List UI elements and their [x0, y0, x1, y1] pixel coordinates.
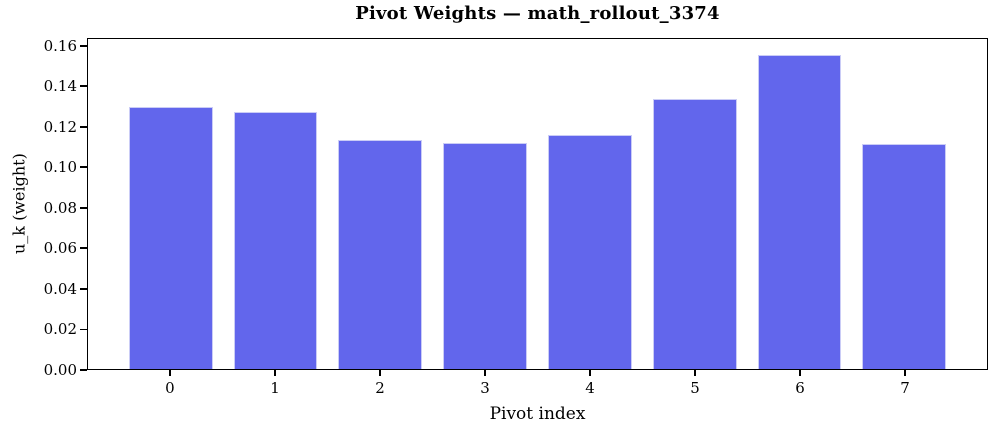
y-tick-label: 0.12	[43, 117, 77, 136]
chart-title: Pivot Weights — math_rollout_3374	[355, 3, 720, 24]
y-tick-label: 0.02	[43, 320, 77, 339]
y-tick-label: 0.06	[43, 239, 77, 258]
x-tick-mark	[904, 370, 906, 376]
x-tick-label: 3	[480, 379, 490, 397]
plot-area	[87, 38, 988, 370]
y-tick-label: 0.04	[43, 279, 77, 298]
y-tick-label: 0.10	[43, 158, 77, 177]
bar-pivot-2	[338, 140, 423, 369]
y-tick-mark	[80, 247, 87, 250]
x-tick-label: 0	[165, 379, 175, 397]
y-tick-mark	[80, 125, 87, 128]
x-tick-label: 5	[690, 379, 700, 397]
bar-pivot-4	[547, 135, 632, 369]
x-tick-mark	[379, 370, 381, 376]
bar-pivot-3	[443, 143, 527, 369]
y-tick-label: 0.00	[43, 361, 77, 379]
y-tick-mark	[80, 206, 87, 209]
bar-pivot-7	[862, 144, 947, 369]
y-tick-label: 0.08	[43, 198, 77, 217]
y-tick-mark	[80, 44, 87, 47]
y-tick-label: 0.16	[43, 36, 77, 55]
x-tick-mark	[589, 370, 591, 376]
x-tick-label: 1	[270, 379, 280, 397]
y-tick-mark	[80, 328, 87, 331]
y-tick-mark	[80, 85, 87, 88]
y-tick-mark	[80, 369, 87, 371]
x-axis-label: Pivot index	[489, 404, 586, 424]
y-tick-mark	[80, 166, 87, 169]
bar-pivot-5	[652, 99, 737, 369]
bar-pivot-0	[128, 107, 213, 369]
x-tick-mark	[169, 370, 171, 376]
x-tick-label: 7	[900, 379, 910, 397]
x-tick-label: 6	[795, 379, 805, 397]
bar-pivot-1	[233, 112, 318, 369]
y-tick-label: 0.14	[43, 77, 77, 96]
x-tick-mark	[274, 370, 276, 376]
x-tick-mark	[694, 370, 696, 376]
x-tick-label: 4	[585, 379, 595, 397]
bar-pivot-6	[757, 54, 842, 369]
x-tick-mark	[484, 370, 486, 376]
y-tick-mark	[80, 288, 87, 290]
x-tick-mark	[799, 370, 801, 376]
x-tick-label: 2	[375, 379, 385, 397]
